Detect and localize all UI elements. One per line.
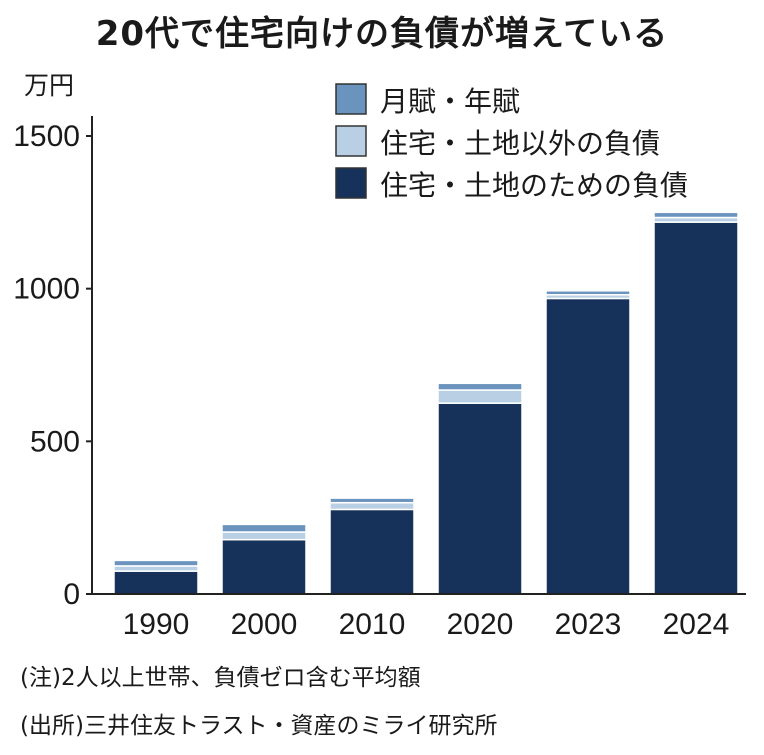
bar-stack-2010 — [329, 497, 415, 595]
bar-stack-2024 — [653, 211, 739, 595]
y-tick-label: 1000 — [13, 273, 80, 306]
bar-segment — [113, 570, 199, 595]
bar-segment — [437, 389, 523, 404]
bar-segment — [545, 297, 631, 595]
x-tick-label: 1990 — [123, 608, 190, 641]
x-tick-label: 2020 — [447, 608, 514, 641]
y-axis-unit-label: 万円 — [24, 71, 75, 100]
bar-stack-2000 — [221, 523, 307, 595]
footnote: (注)2人以上世帯、負債ゼロ含む平均額 — [20, 665, 421, 691]
bar-segment — [329, 497, 415, 504]
legend-swatch — [335, 167, 367, 199]
bar-stack-2023 — [545, 290, 631, 595]
y-tick-label: 1500 — [13, 120, 80, 153]
bar-stack-2020 — [437, 382, 523, 595]
bar-segment — [545, 290, 631, 296]
legend-label: 月賦・年賦 — [380, 85, 520, 118]
bar-segment — [221, 531, 307, 541]
legend-item: 住宅・土地以外の負債 — [335, 125, 660, 160]
bar-segment — [653, 211, 739, 219]
legend-label: 住宅・土地以外の負債 — [380, 127, 660, 160]
legend-swatch — [335, 83, 367, 115]
legend-item: 住宅・土地のための負債 — [335, 167, 688, 202]
bar-segment — [329, 501, 415, 511]
bar-segment — [653, 221, 739, 595]
bars — [113, 211, 739, 595]
bar-stack-1990 — [113, 559, 199, 595]
y-tick-label: 500 — [30, 425, 80, 458]
x-tick-label: 2024 — [663, 608, 730, 641]
bar-segment — [221, 538, 307, 595]
legend-label: 住宅・土地のための負債 — [380, 169, 688, 202]
bar-segment — [221, 523, 307, 533]
bar-segment — [113, 565, 199, 572]
axes: 0 500 1000 1500 1990 2000 2010 2020 2023 2024 — [13, 116, 746, 641]
x-tick-label: 2023 — [555, 608, 622, 641]
bar-segment — [329, 508, 415, 595]
bar-segment — [113, 559, 199, 567]
legend-swatch — [335, 125, 367, 157]
x-tick-label: 2000 — [231, 608, 298, 641]
bar-segment — [437, 402, 523, 595]
source-note: (出所)三井住友トラスト・資産のミライ研究所 — [20, 713, 498, 739]
y-tick-label: 0 — [63, 578, 80, 611]
legend-item: 月賦・年賦 — [335, 83, 520, 118]
x-tick-label: 2010 — [339, 608, 406, 641]
bar-segment — [437, 382, 523, 391]
chart-title: 20代で住宅向けの負債が増えている — [95, 14, 669, 54]
